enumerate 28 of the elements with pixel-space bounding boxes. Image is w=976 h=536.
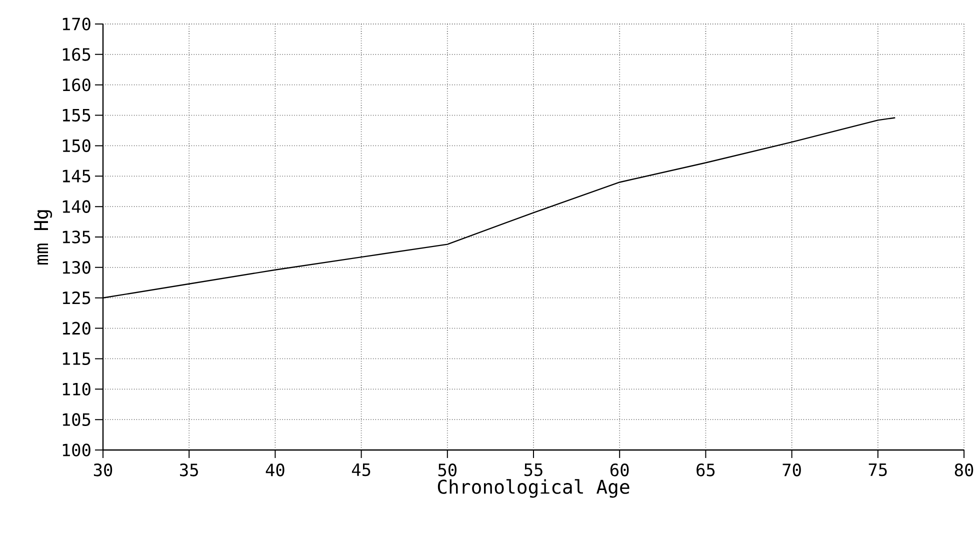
y-tick-label: 135: [62, 230, 90, 244]
y-tick-label: 165: [62, 48, 90, 61]
y-tick-label: 110: [62, 382, 90, 396]
y-tick-label: 150: [62, 139, 90, 152]
x-tick-label: 35: [180, 464, 198, 476]
y-tick-label: 105: [62, 413, 90, 426]
y-tick-label: 130: [62, 261, 90, 274]
y-tick-label: 145: [62, 170, 90, 182]
x-tick-label: 70: [782, 464, 801, 476]
x-tick-label: 65: [696, 464, 715, 476]
x-tick-label: 75: [868, 464, 887, 476]
x-tick-label: 55: [524, 464, 542, 476]
y-tick-label: 155: [62, 109, 90, 122]
y-tick-label: 100: [62, 444, 90, 456]
y-tick-label: 125: [62, 291, 90, 304]
x-tick-label: 40: [266, 464, 284, 476]
y-tick-label: 120: [62, 322, 90, 335]
y-tick-label: 160: [62, 78, 90, 92]
x-tick-label: 80: [954, 464, 974, 476]
x-axis-title: Chronological Age: [438, 479, 630, 498]
y-tick-label: 115: [62, 352, 90, 366]
x-tick-label: 50: [438, 464, 456, 476]
x-tick-label: 60: [610, 464, 629, 476]
y-axis-title: mm Hg: [34, 210, 52, 264]
y-tick-label: 170: [62, 18, 90, 30]
y-tick-label: 140: [62, 200, 90, 213]
x-tick-label: 45: [352, 464, 370, 476]
x-tick-label: 30: [94, 464, 112, 476]
